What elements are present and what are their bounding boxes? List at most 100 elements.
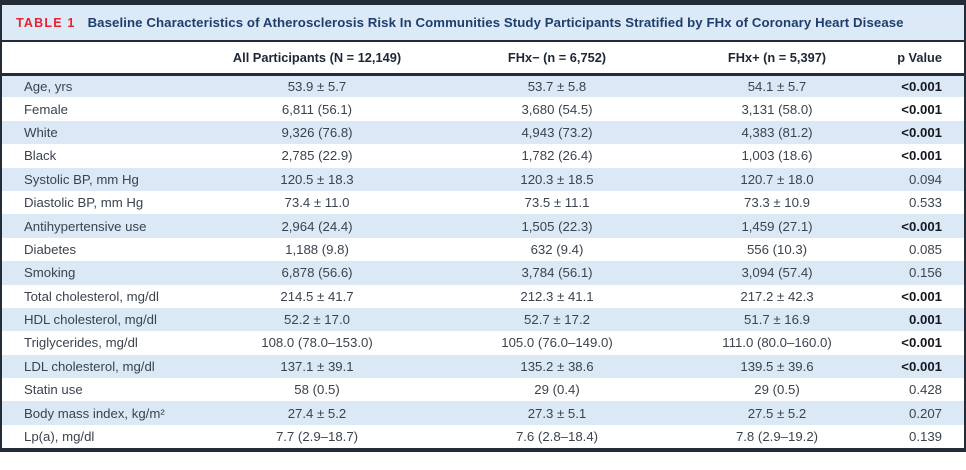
cell-fhx-positive: 3,131 (58.0): [741, 101, 813, 117]
cell-fhx-negative: 1,505 (22.3): [521, 218, 593, 234]
cell-fhx-positive: 1,459 (27.1): [741, 218, 813, 234]
row-label: HDL cholesterol, mg/dl: [24, 312, 157, 328]
table-number-tag: TABLE 1: [16, 15, 76, 30]
row-label: Diastolic BP, mm Hg: [24, 195, 144, 211]
table-row: Lp(a), mg/dl 7.7 (2.9–18.7) 7.6 (2.8–18.…: [2, 424, 964, 449]
table-row: Total cholesterol, mg/dl 214.5 ± 41.7 21…: [2, 284, 964, 308]
cell-fhx-positive: 51.7 ± 16.9: [744, 312, 810, 328]
table-title: Baseline Characteristics of Atherosclero…: [87, 15, 904, 30]
cell-p-value: <0.001: [901, 78, 942, 94]
cell-all-participants: 6,811 (56.1): [281, 101, 353, 117]
cell-p-value: 0.207: [908, 405, 942, 421]
cell-fhx-positive: 29 (0.5): [754, 382, 800, 398]
cell-all-participants: 120.5 ± 18.3: [280, 171, 354, 187]
cell-fhx-negative: 632 (9.4): [530, 241, 584, 257]
cell-fhx-negative: 212.3 ± 41.1: [520, 288, 594, 304]
table-row: Systolic BP, mm Hg 120.5 ± 18.3 120.3 ± …: [2, 167, 964, 191]
row-label: Statin use: [24, 382, 83, 398]
cell-fhx-positive: 3,094 (57.4): [741, 265, 813, 281]
cell-p-value: 0.094: [908, 171, 942, 187]
cell-fhx-positive: 7.8 (2.9–19.2): [735, 429, 819, 445]
column-header-label: [2, 42, 207, 74]
row-label: Triglycerides, mg/dl: [24, 335, 138, 351]
table-header-row: All Participants (N = 12,149) FHx− (n = …: [2, 42, 964, 74]
cell-p-value: <0.001: [901, 288, 942, 304]
cell-fhx-positive: 217.2 ± 42.3: [740, 288, 814, 304]
cell-fhx-positive: 556 (10.3): [746, 241, 808, 257]
table-row: LDL cholesterol, mg/dl 137.1 ± 39.1 135.…: [2, 354, 964, 379]
cell-fhx-negative: 52.7 ± 17.2: [524, 312, 590, 328]
cell-fhx-positive: 139.5 ± 39.6: [740, 358, 814, 374]
table-row: HDL cholesterol, mg/dl 52.2 ± 17.0 52.7 …: [2, 307, 964, 332]
cell-all-participants: 137.1 ± 39.1: [280, 358, 354, 374]
cell-all-participants: 108.0 (78.0–153.0): [261, 335, 373, 351]
column-header-fhx-negative: FHx− (n = 6,752): [507, 49, 607, 65]
table-row: Diabetes 1,188 (9.8) 632 (9.4) 556 (10.3…: [2, 237, 964, 262]
table-row: Body mass index, kg/m² 27.4 ± 5.2 27.3 ±…: [2, 401, 964, 425]
cell-fhx-negative: 135.2 ± 38.6: [520, 358, 594, 374]
table-row: Female 6,811 (56.1) 3,680 (54.5) 3,131 (…: [2, 97, 964, 121]
table-title-bar: TABLE 1 Baseline Characteristics of Athe…: [2, 5, 964, 42]
cell-all-participants: 73.4 ± 11.0: [284, 195, 350, 211]
cell-all-participants: 52.2 ± 17.0: [284, 312, 350, 328]
cell-p-value: <0.001: [901, 101, 942, 117]
row-label: Black: [24, 148, 57, 164]
cell-p-value: <0.001: [901, 124, 942, 140]
table-row: Black 2,785 (22.9) 1,782 (26.4) 1,003 (1…: [2, 144, 964, 168]
cell-fhx-positive: 27.5 ± 5.2: [747, 405, 807, 421]
baseline-characteristics-table-card: TABLE 1 Baseline Characteristics of Athe…: [0, 0, 966, 453]
cell-p-value: 0.428: [908, 382, 942, 398]
cell-fhx-negative: 3,784 (56.1): [521, 265, 593, 281]
row-label: White: [24, 124, 58, 140]
cell-fhx-negative: 105.0 (76.0–149.0): [501, 335, 613, 351]
cell-fhx-positive: 73.3 ± 10.9: [744, 195, 810, 211]
cell-fhx-negative: 1,782 (26.4): [521, 148, 593, 164]
cell-all-participants: 58 (0.5): [294, 382, 340, 398]
row-label: Smoking: [24, 265, 76, 281]
cell-fhx-negative: 120.3 ± 18.5: [520, 171, 594, 187]
table-row: Age, yrs 53.9 ± 5.7 53.7 ± 5.8 54.1 ± 5.…: [2, 74, 964, 98]
cell-all-participants: 2,964 (24.4): [281, 218, 353, 234]
table-row: Antihypertensive use 2,964 (24.4) 1,505 …: [2, 214, 964, 238]
row-label: Lp(a), mg/dl: [24, 429, 95, 445]
cell-fhx-negative: 73.5 ± 11.1: [524, 195, 590, 211]
cell-p-value: 0.085: [908, 241, 942, 257]
cell-all-participants: 214.5 ± 41.7: [280, 288, 354, 304]
table-row: Triglycerides, mg/dl 108.0 (78.0–153.0) …: [2, 331, 964, 355]
cell-all-participants: 27.4 ± 5.2: [287, 405, 347, 421]
cell-all-participants: 2,785 (22.9): [281, 148, 353, 164]
column-header-all-participants: All Participants (N = 12,149): [232, 49, 402, 65]
cell-fhx-positive: 4,383 (81.2): [741, 124, 813, 140]
cell-fhx-positive: 1,003 (18.6): [741, 148, 813, 164]
cell-all-participants: 6,878 (56.6): [281, 265, 353, 281]
cell-all-participants: 1,188 (9.8): [285, 241, 349, 257]
row-label: Age, yrs: [24, 78, 73, 94]
cell-fhx-negative: 3,680 (54.5): [521, 101, 593, 117]
cell-p-value: <0.001: [901, 148, 942, 164]
cell-fhx-negative: 53.7 ± 5.8: [527, 78, 587, 94]
cell-p-value: 0.156: [908, 265, 942, 281]
row-label: Diabetes: [24, 241, 77, 257]
row-label: LDL cholesterol, mg/dl: [24, 358, 155, 374]
cell-fhx-positive: 120.7 ± 18.0: [740, 171, 814, 187]
row-label: Antihypertensive use: [24, 218, 147, 234]
cell-p-value: 0.533: [908, 195, 942, 211]
cell-fhx-positive: 111.0 (80.0–160.0): [722, 335, 832, 351]
cell-p-value: 0.139: [908, 429, 942, 445]
row-label: Female: [24, 101, 68, 117]
cell-fhx-negative: 27.3 ± 5.1: [527, 405, 587, 421]
baseline-characteristics-table: All Participants (N = 12,149) FHx− (n = …: [2, 42, 964, 449]
cell-fhx-negative: 7.6 (2.8–18.4): [515, 429, 599, 445]
cell-all-participants: 9,326 (76.8): [281, 124, 353, 140]
row-label: Total cholesterol, mg/dl: [24, 288, 159, 304]
table-row: Diastolic BP, mm Hg 73.4 ± 11.0 73.5 ± 1…: [2, 190, 964, 215]
row-label: Systolic BP, mm Hg: [24, 171, 139, 187]
row-label: Body mass index, kg/m²: [24, 405, 165, 421]
table-row: Statin use 58 (0.5) 29 (0.4) 29 (0.5) 0.…: [2, 378, 964, 402]
cell-fhx-negative: 29 (0.4): [534, 382, 580, 398]
cell-fhx-negative: 4,943 (73.2): [521, 124, 593, 140]
cell-all-participants: 53.9 ± 5.7: [287, 78, 347, 94]
cell-p-value: <0.001: [901, 358, 942, 374]
cell-p-value: <0.001: [901, 335, 942, 351]
cell-fhx-positive: 54.1 ± 5.7: [747, 78, 807, 94]
